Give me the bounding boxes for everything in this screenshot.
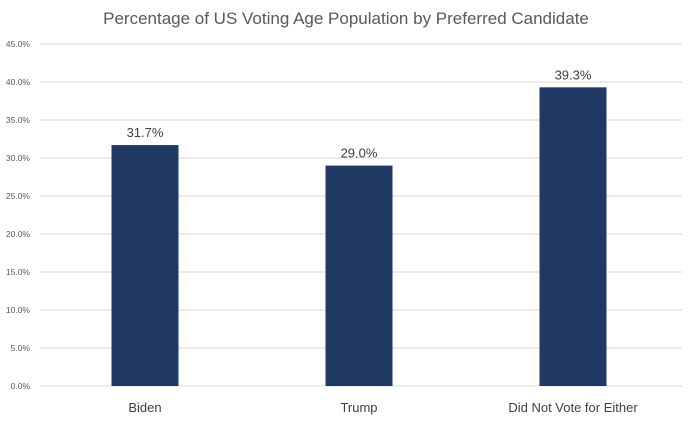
x-category-label: Did Not Vote for Either — [508, 400, 638, 415]
bar-biden — [111, 145, 179, 386]
y-tick-label: 15.0% — [6, 267, 31, 277]
bar-trump — [325, 165, 393, 386]
y-tick-label: 20.0% — [6, 229, 31, 239]
data-labels: 31.7% 29.0% 39.3% — [127, 67, 592, 160]
x-category-label: Biden — [128, 400, 161, 415]
bar-did-not-vote-for-either — [539, 87, 607, 386]
data-label: 29.0% — [341, 146, 378, 161]
y-tick-label: 30.0% — [6, 153, 31, 163]
y-tick-label: 5.0% — [11, 343, 31, 353]
chart-title: Percentage of US Voting Age Population b… — [103, 9, 589, 28]
y-tick-label: 10.0% — [6, 305, 31, 315]
y-tick-label: 35.0% — [6, 115, 31, 125]
data-label: 39.3% — [555, 67, 592, 82]
y-tick-label: 25.0% — [6, 191, 31, 201]
data-label: 31.7% — [127, 125, 164, 140]
y-tick-label: 40.0% — [6, 77, 31, 87]
y-tick-label: 0.0% — [11, 381, 31, 391]
x-axis-category-labels: Biden Trump Did Not Vote for Either — [128, 400, 638, 415]
y-tick-label: 45.0% — [6, 39, 31, 49]
bars — [111, 87, 607, 386]
x-category-label: Trump — [340, 400, 377, 415]
y-axis-tick-labels: 0.0% 5.0% 10.0% 15.0% 20.0% 25.0% 30.0% 35.0% 40… — [6, 39, 31, 391]
